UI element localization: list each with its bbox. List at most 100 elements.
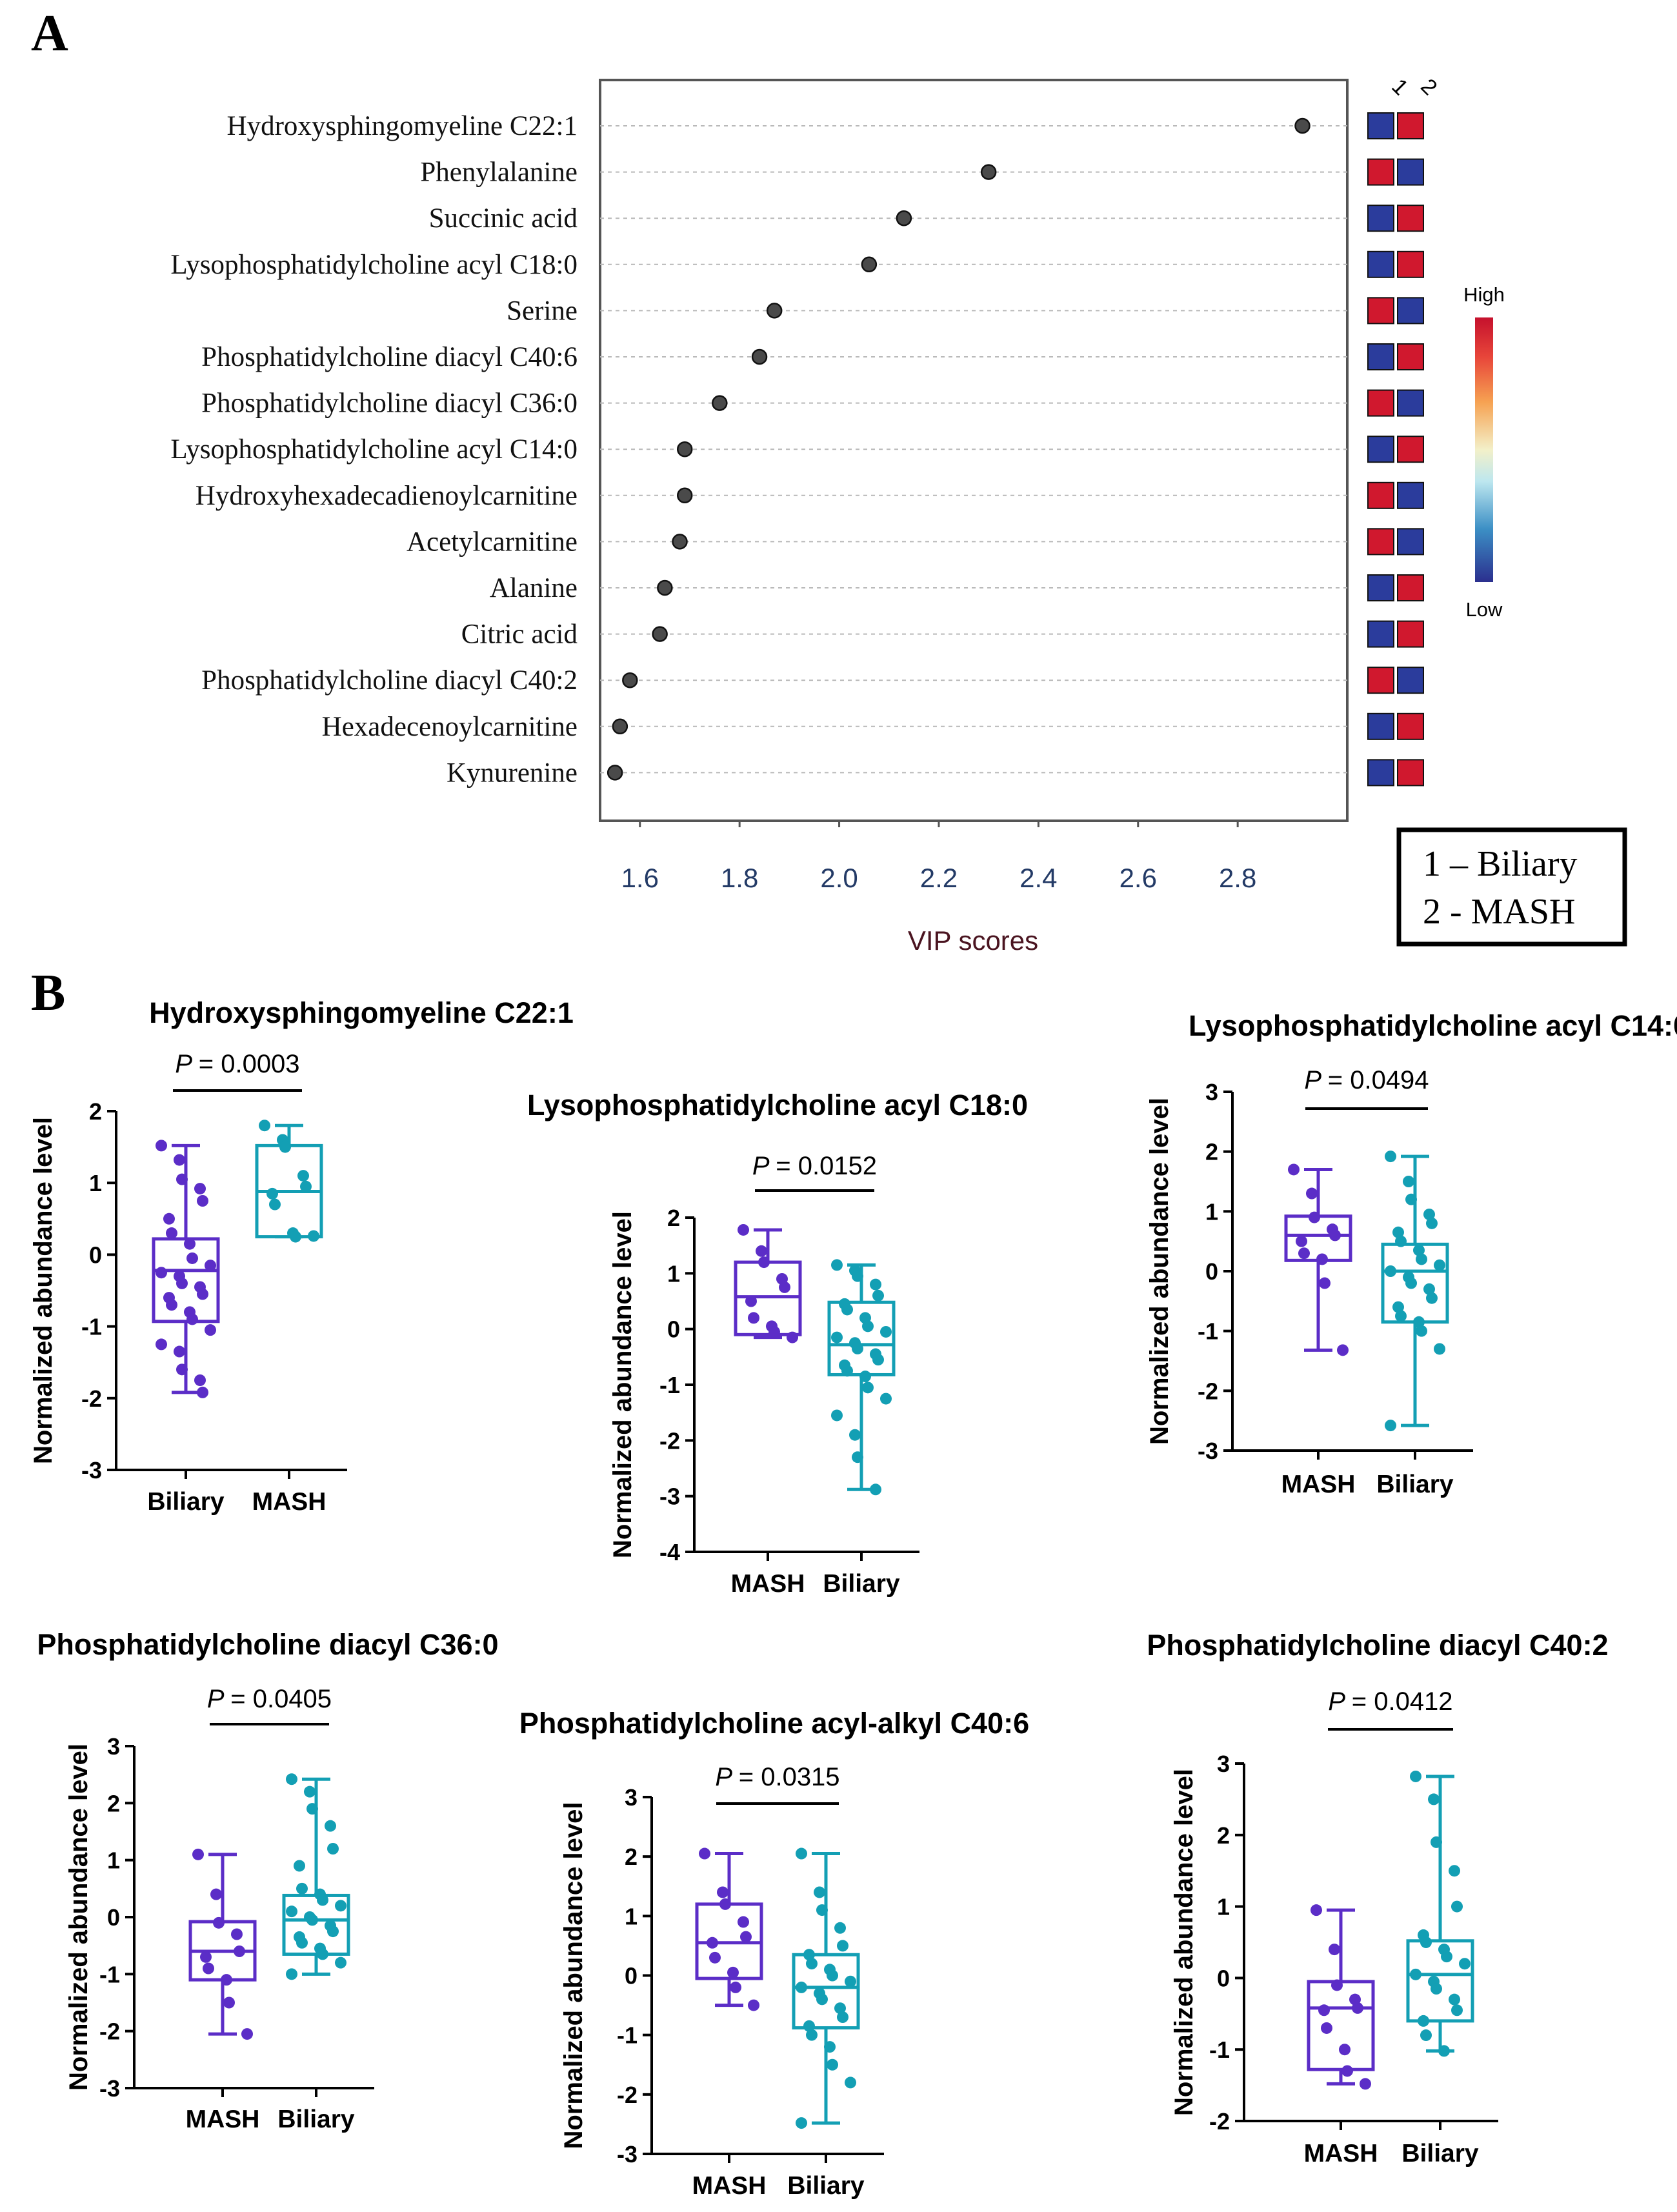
- metabolite-label: Lysophosphatidylcholine acyl C18:0: [170, 250, 577, 280]
- scale-high-label: High: [1463, 283, 1505, 306]
- vip-point: [657, 579, 673, 596]
- boxplot-point: [1385, 1151, 1396, 1163]
- boxplot-point: [880, 1325, 892, 1338]
- vip-x-tick-label: 2.2: [920, 863, 958, 893]
- boxplot-point: [259, 1120, 270, 1132]
- boxplot-point: [727, 1966, 739, 1978]
- boxplot-point: [872, 1289, 884, 1302]
- boxplot-point: [1426, 1217, 1438, 1229]
- boxplot-group-label: MASH: [731, 1570, 805, 1598]
- metabolite-label: Phenylalanine: [420, 157, 577, 188]
- boxplot-y-tick-label: -4: [659, 1539, 680, 1565]
- boxplot-point: [806, 2029, 818, 2041]
- boxplot-point: [1395, 1235, 1407, 1247]
- boxplot-y-tick-label: -3: [99, 2075, 120, 2102]
- boxplot-y-tick-label: 3: [1205, 1079, 1218, 1105]
- boxplot-group-label: Biliary: [1376, 1471, 1454, 1498]
- boxplot-point: [831, 1409, 843, 1422]
- metabolite-label: Succinic acid: [429, 203, 577, 234]
- boxplot-point: [880, 1393, 892, 1405]
- boxplot-y-tick-label: 2: [667, 1205, 680, 1231]
- boxplot-point: [1416, 1253, 1427, 1265]
- boxplot-y-tick-label: 3: [625, 1784, 638, 1811]
- boxplot-title: Phosphatidylcholine diacyl C36:0: [37, 1628, 498, 1661]
- boxplot-point: [176, 1363, 188, 1376]
- boxplot-point: [1431, 1836, 1442, 1848]
- vip-x-tick-label: 2.4: [1019, 863, 1057, 893]
- boxplot-box: [1307, 1980, 1375, 2071]
- heatmap-cell: [1367, 158, 1394, 186]
- boxplot-y-tick-label: -2: [659, 1427, 680, 1454]
- boxplot-y-axis-label: Normalized abundance level: [29, 1117, 57, 1464]
- boxplot-point: [796, 2117, 807, 2129]
- boxplot-point: [1298, 1247, 1310, 1260]
- heatmap-cell: [1367, 528, 1394, 556]
- boxplot-point: [231, 1928, 243, 1940]
- boxplot-point: [709, 1951, 721, 1964]
- boxplot-point: [1459, 1958, 1471, 1970]
- boxplot-point: [730, 1981, 741, 1993]
- boxplot-point: [1352, 2002, 1363, 2014]
- boxplot-point: [1428, 1793, 1440, 1805]
- boxplot-point: [1413, 1316, 1425, 1328]
- boxplot-point: [1434, 1259, 1445, 1271]
- boxplot-point: [296, 1882, 308, 1895]
- boxplot-point: [814, 1886, 825, 1898]
- boxplot-group-label: MASH: [1281, 1471, 1356, 1498]
- vip-plot-frame: [599, 79, 1349, 822]
- boxplot-point: [304, 1785, 316, 1798]
- boxplot-point: [1306, 1187, 1318, 1200]
- boxplot-point: [1329, 1944, 1340, 1956]
- boxplot-point: [1316, 1253, 1328, 1265]
- heatmap-cell: [1397, 250, 1424, 278]
- p-value-label: P = 0.0412: [1328, 1687, 1452, 1716]
- boxplot-point: [213, 1916, 225, 1929]
- boxplot-title: Lysophosphatidylcholine acyl C14:0: [1189, 1009, 1677, 1042]
- boxplot-point: [1309, 1211, 1320, 1223]
- boxplot-point: [1420, 1936, 1432, 1948]
- boxplot-lysophosphatidylcholine-c14-0: Lysophosphatidylcholine acyl C14:0 Normal…: [1145, 1009, 1677, 1498]
- boxplot-point: [197, 1288, 208, 1300]
- boxplot-point: [317, 1948, 328, 1960]
- boxplot-point: [1337, 1344, 1349, 1356]
- boxplot-y-tick-label: 3: [1217, 1751, 1230, 1777]
- heatmap-cell: [1397, 158, 1424, 186]
- boxplot-y-tick-label: -3: [1198, 1438, 1218, 1464]
- vip-x-tick-label: 2.6: [1120, 863, 1157, 893]
- heatmap-cell: [1367, 574, 1394, 601]
- boxplot-y-axis-label: Normalized abundance level: [1170, 1769, 1198, 2116]
- boxplot-point: [1416, 1325, 1427, 1337]
- boxplot-box: [1284, 1214, 1352, 1262]
- boxplot-point: [306, 1803, 318, 1815]
- vip-x-axis-label: VIP scores: [908, 925, 1038, 956]
- heatmap-cell: [1367, 343, 1394, 370]
- boxplot-point: [166, 1299, 177, 1311]
- boxplot-y-tick-label: 1: [1217, 1894, 1230, 1920]
- boxplot-point: [335, 1956, 346, 1969]
- boxplot-point: [192, 1848, 204, 1860]
- panel-label-a: A: [31, 5, 68, 62]
- boxplot-group-label: Biliary: [1401, 2140, 1479, 2167]
- boxplot-y-tick-label: 1: [1205, 1198, 1218, 1225]
- boxplot-point: [294, 1860, 305, 1872]
- boxplot-point: [852, 1270, 863, 1282]
- boxplot-y-tick-label: 0: [107, 1904, 120, 1931]
- boxplot-point: [1434, 1343, 1445, 1355]
- boxplot-point: [738, 1223, 749, 1236]
- boxplot-y-tick-label: -1: [1198, 1318, 1218, 1345]
- boxplot-point: [300, 1180, 312, 1192]
- heatmap-cell: [1367, 436, 1394, 463]
- heatmap-cell: [1367, 297, 1394, 325]
- boxplot-y-tick-label: 2: [625, 1844, 638, 1870]
- boxplot-point: [1403, 1176, 1414, 1187]
- boxplot-phosphatidylcholine-acyl-alkyl-c40-6: Phosphatidylcholine acyl-alkyl C40:6 Norm…: [519, 1707, 1029, 2200]
- vip-x-tick-label: 1.6: [621, 863, 659, 893]
- boxplot-point: [197, 1195, 208, 1207]
- boxplot-point: [1420, 2029, 1432, 2042]
- boxplot-y-tick-label: 0: [667, 1316, 680, 1343]
- metabolite-label: Alanine: [490, 573, 577, 603]
- boxplot-point: [221, 1974, 232, 1986]
- vip-point: [612, 718, 628, 735]
- boxplot-point: [335, 1900, 346, 1912]
- boxplot-point: [852, 1342, 863, 1354]
